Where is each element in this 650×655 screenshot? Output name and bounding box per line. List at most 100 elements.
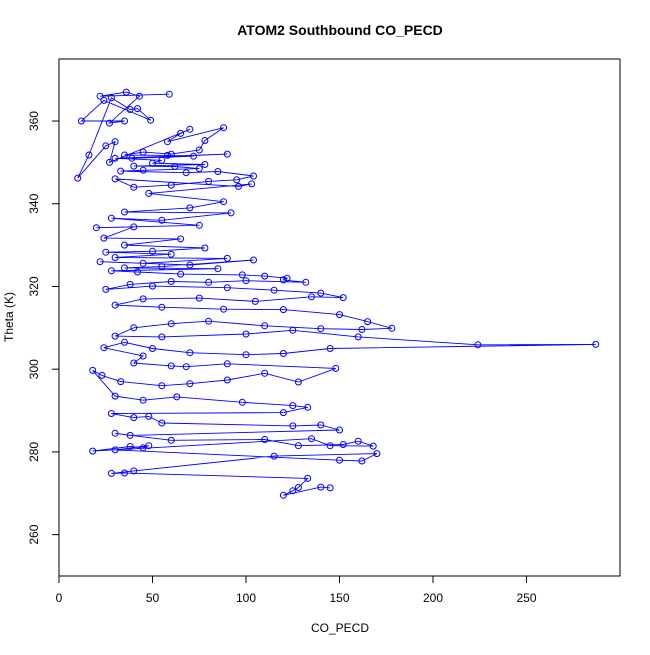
data-point — [326, 484, 334, 492]
data-point — [167, 150, 175, 158]
data-point — [111, 446, 119, 454]
data-point — [121, 338, 128, 346]
data-point — [171, 163, 179, 170]
data-point — [111, 429, 119, 437]
plot-layer — [74, 88, 600, 499]
data-point — [242, 330, 250, 338]
data-point — [238, 271, 246, 279]
data-point — [336, 311, 343, 319]
data-point — [358, 457, 366, 465]
data-point — [111, 254, 119, 261]
data-point — [223, 284, 231, 292]
data-point — [220, 305, 228, 313]
x-tick-label: 50 — [146, 591, 160, 605]
data-point — [158, 303, 166, 311]
x-tick-label: 150 — [329, 591, 349, 605]
data-point — [102, 142, 110, 150]
y-tick-label: 260 — [27, 524, 41, 544]
data-point — [139, 166, 147, 174]
data-point — [304, 474, 312, 482]
data-point — [279, 276, 287, 284]
data-point — [294, 442, 302, 450]
data-point — [250, 172, 257, 180]
data-point — [165, 90, 173, 98]
data-point — [177, 270, 185, 278]
data-point — [186, 125, 194, 133]
data-point — [227, 209, 235, 217]
data-point — [201, 244, 209, 252]
data-point — [158, 263, 166, 271]
y-tick-label: 360 — [27, 111, 41, 131]
series-line — [77, 91, 596, 496]
data-point — [205, 317, 213, 325]
data-point — [167, 362, 175, 370]
data-point — [164, 151, 171, 159]
data-point — [308, 435, 315, 443]
data-point — [121, 117, 128, 125]
data-point — [158, 156, 166, 164]
data-point — [289, 402, 297, 410]
data-point — [177, 129, 185, 137]
data-point — [149, 159, 156, 167]
data-point — [317, 421, 325, 429]
data-point — [117, 167, 125, 175]
data-point — [126, 443, 134, 450]
data-point — [111, 175, 119, 183]
data-point — [220, 124, 228, 132]
x-axis: 0 50 100 150 200 250 — [56, 575, 537, 605]
data-point — [128, 154, 136, 162]
data-point — [92, 224, 100, 232]
data-point — [182, 363, 190, 371]
data-point — [107, 94, 115, 102]
data-point — [100, 344, 108, 352]
data-point — [121, 208, 128, 216]
data-point — [223, 376, 231, 384]
data-point — [294, 484, 302, 491]
data-point — [354, 333, 362, 341]
data-point — [354, 437, 362, 445]
data-point — [139, 259, 147, 267]
data-point — [173, 393, 181, 401]
data-point — [261, 369, 269, 377]
data-point — [373, 450, 381, 458]
y-axis: 260 280 300 320 340 360 — [27, 111, 60, 545]
y-axis-label: Theta (K) — [2, 292, 16, 342]
data-point — [134, 268, 141, 276]
data-point — [205, 278, 213, 286]
y-tick-label: 280 — [27, 442, 41, 462]
data-point — [186, 380, 194, 388]
data-point — [149, 282, 156, 290]
data-point — [369, 442, 377, 450]
data-point — [250, 256, 257, 264]
y-tick-label: 320 — [27, 276, 41, 296]
data-point — [145, 412, 153, 420]
data-point — [251, 297, 259, 305]
data-point — [238, 398, 246, 406]
y-tick-label: 340 — [27, 193, 41, 213]
data-point — [130, 183, 138, 191]
data-point — [139, 148, 147, 156]
x-tick-label: 0 — [56, 591, 63, 605]
data-point — [100, 96, 108, 104]
data-point — [317, 325, 325, 333]
data-point — [233, 176, 241, 184]
data-point — [126, 280, 134, 288]
data-point — [364, 318, 372, 326]
data-point — [326, 442, 334, 450]
data-point — [270, 452, 278, 460]
data-point — [279, 409, 287, 417]
data-point — [98, 371, 106, 379]
data-point — [167, 436, 175, 444]
data-point — [279, 306, 287, 314]
data-point — [201, 137, 209, 144]
data-point — [186, 349, 194, 357]
data-point — [186, 204, 194, 212]
data-point — [111, 301, 119, 309]
data-point — [302, 278, 310, 286]
data-point — [339, 294, 347, 302]
data-point — [205, 177, 213, 185]
data-point — [177, 235, 185, 243]
data-point — [85, 151, 93, 159]
